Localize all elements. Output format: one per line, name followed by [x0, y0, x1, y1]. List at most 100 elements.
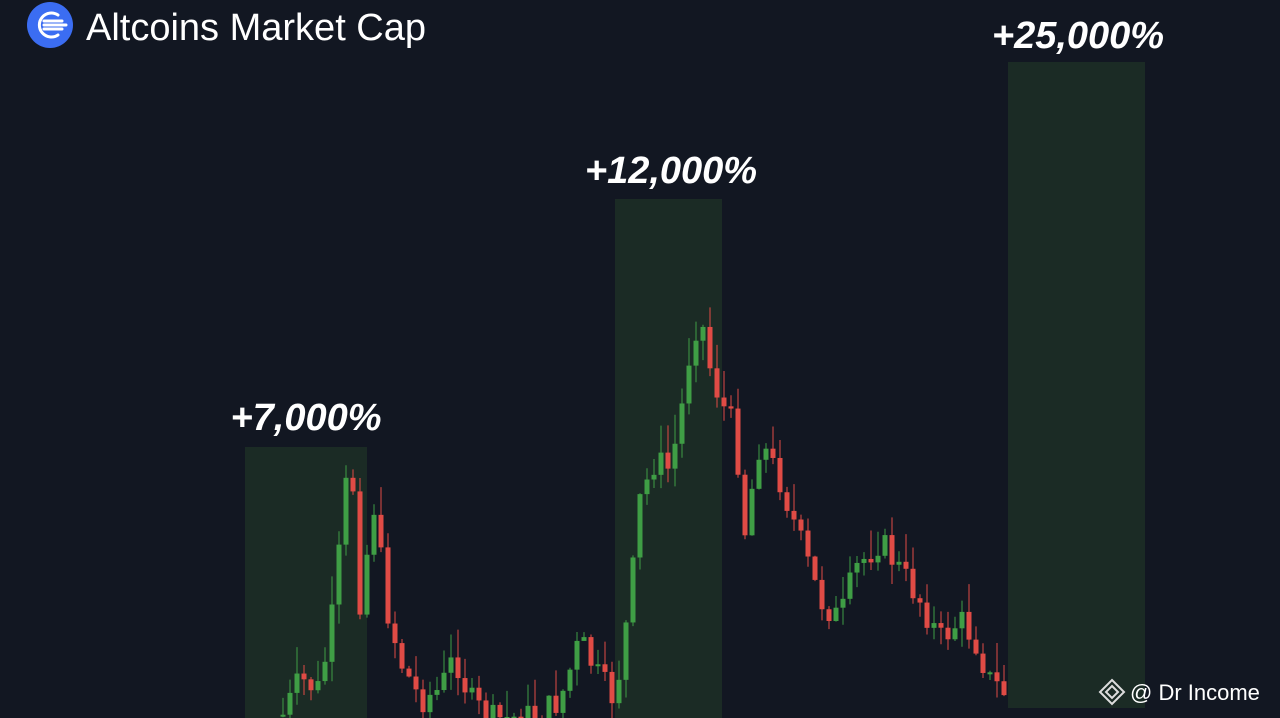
candle-body	[973, 639, 979, 654]
candle-body	[630, 557, 636, 623]
annotation: +25,000%	[992, 15, 1164, 57]
candle-body	[343, 477, 349, 545]
candle-body	[938, 623, 944, 628]
candle-body	[1001, 681, 1007, 696]
candle-body	[987, 672, 993, 675]
candle-body	[861, 558, 867, 563]
candle-body	[462, 678, 468, 693]
candle-body	[889, 535, 895, 565]
candle-body	[399, 643, 405, 669]
candle-body	[301, 673, 307, 680]
candle-body	[609, 671, 615, 704]
candle-body	[966, 611, 972, 640]
candle-body	[910, 568, 916, 599]
candle-body	[294, 673, 300, 693]
candle-body	[434, 690, 440, 695]
candle-body	[525, 705, 531, 718]
candle-body	[868, 558, 874, 563]
candle-body	[931, 623, 937, 628]
candle-body	[637, 494, 643, 558]
candle-body	[490, 704, 496, 718]
candle-body	[406, 668, 412, 677]
annotation: +12,000%	[585, 150, 757, 192]
candles	[280, 307, 1007, 718]
candle-body	[693, 340, 699, 366]
candle-body	[791, 510, 797, 520]
candle-body	[700, 326, 706, 341]
candle-body	[819, 579, 825, 610]
candle-body	[308, 679, 314, 691]
candle-body	[763, 448, 769, 460]
candle-body	[714, 368, 720, 398]
candle-body	[385, 547, 391, 624]
candle-body	[602, 664, 608, 672]
candle-body	[448, 657, 454, 673]
candle-body	[833, 607, 839, 622]
candle-body	[476, 687, 482, 701]
candle-body	[756, 459, 762, 489]
candle-body	[329, 604, 335, 662]
candle-body	[581, 637, 587, 641]
candle-body	[392, 623, 398, 644]
candle-body	[497, 704, 503, 718]
candle-body	[378, 514, 384, 548]
candle-body	[805, 530, 811, 557]
candle-body	[896, 561, 902, 565]
candle-body	[357, 491, 363, 615]
candle-body	[371, 514, 377, 555]
candle-body	[770, 448, 776, 458]
candle-body	[980, 653, 986, 673]
candle-body	[784, 492, 790, 511]
candle-body	[420, 689, 426, 713]
candle-body	[875, 555, 881, 563]
candle-body	[686, 365, 692, 404]
candle-body	[413, 676, 419, 690]
candle-body	[427, 694, 433, 713]
candle-body	[924, 602, 930, 628]
candle-body	[721, 397, 727, 407]
candle-body	[441, 672, 447, 691]
candle-body	[595, 664, 601, 667]
candle-body	[455, 657, 461, 679]
candle-body	[483, 700, 489, 718]
candle-body	[364, 554, 370, 615]
candle-body	[728, 406, 734, 409]
candle-body	[658, 452, 664, 475]
candle-body	[812, 556, 818, 580]
candle-body	[518, 716, 524, 718]
candle-body	[917, 598, 923, 603]
candle-body	[644, 479, 650, 495]
candle-body	[735, 408, 741, 475]
candle-body	[336, 544, 342, 605]
candle-body	[588, 637, 594, 666]
candle-body	[553, 695, 559, 713]
candle-body	[287, 692, 293, 715]
candle-body	[616, 679, 622, 704]
candle-body	[651, 474, 657, 480]
candle-body	[511, 716, 517, 718]
candle-body	[665, 452, 671, 469]
candle-body	[959, 611, 965, 629]
candle-body	[574, 640, 580, 670]
candle-body	[826, 609, 832, 622]
candle-body	[847, 572, 853, 599]
watermark: @ Dr Income	[1130, 680, 1260, 705]
candle-body	[560, 690, 566, 713]
highlight-box	[1008, 62, 1145, 708]
candle-body	[742, 474, 748, 536]
candle-body	[679, 403, 685, 444]
candle-body	[707, 326, 713, 369]
candle-body	[840, 598, 846, 608]
candle-body	[350, 477, 356, 492]
candle-body	[945, 627, 951, 640]
candle-body	[777, 457, 783, 493]
annotation: +7,000%	[230, 397, 381, 439]
candle-body	[854, 562, 860, 573]
watermark-icon	[1098, 678, 1126, 706]
candle-body	[672, 443, 678, 469]
candle-body	[546, 695, 552, 718]
candle-body	[994, 672, 1000, 682]
candle-body	[469, 687, 475, 693]
